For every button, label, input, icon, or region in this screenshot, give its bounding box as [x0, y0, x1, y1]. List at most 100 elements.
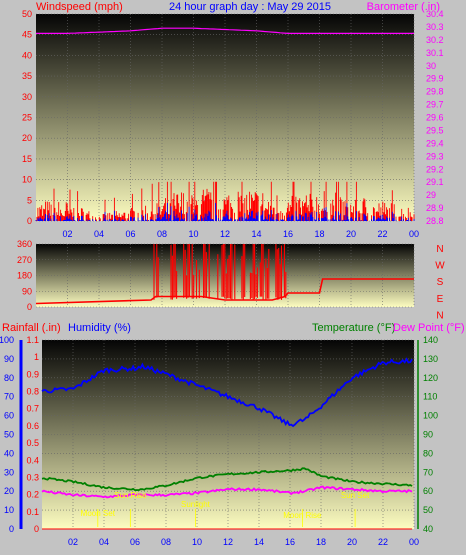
- wind-y-tick-label: 15: [22, 154, 32, 164]
- rain-y-tick-label: 0.7: [26, 404, 39, 414]
- rain-y-tick-label: 0.8: [26, 387, 39, 397]
- barometer-y-tick-label: 29.8: [426, 87, 444, 97]
- wind-x-tick-label: 20: [346, 229, 356, 239]
- chart-title: 24 hour graph day : May 29 2015: [169, 1, 331, 13]
- wind-y-tick-label: 20: [22, 133, 32, 143]
- weather-x-tick-label: 20: [347, 537, 357, 547]
- wind-x-tick-label: 10: [188, 229, 198, 239]
- rain-y-tick-label: 1.1: [26, 335, 39, 345]
- weather-x-tick-label: 08: [161, 537, 171, 547]
- barometer-y-tick-label: 29.9: [426, 74, 444, 84]
- wind-y-tick-label: 0: [27, 216, 32, 226]
- barometer-y-tick-label: 29.7: [426, 100, 444, 110]
- humidity-y-tick-label: 50: [4, 430, 14, 440]
- annotation-label: Sun Rise: [114, 491, 147, 500]
- humidity-y-tick-label: 30: [4, 467, 14, 477]
- humidity-y-tick-label: 60: [4, 411, 14, 421]
- rain-y-tick-label: 0.4: [26, 455, 39, 465]
- temperature-y-tick-label: 100: [423, 411, 438, 421]
- temperature-y-tick-label: 40: [423, 524, 433, 534]
- humidity-axis-label: Humidity (%): [68, 322, 131, 334]
- compass-label-s: S: [437, 277, 444, 288]
- weather-x-tick-label: 16: [285, 537, 295, 547]
- rain-y-tick-label: 0.3: [26, 472, 39, 482]
- windspeed-series: [36, 181, 415, 221]
- wind-axis-label: Windspeed (mph): [36, 1, 123, 13]
- barometer-y-tick-label: 29.4: [426, 138, 444, 148]
- weather-x-tick-label: 06: [130, 537, 140, 547]
- weather-x-tick-label: 12: [223, 537, 233, 547]
- barometer-y-tick-label: 30.4: [426, 9, 444, 19]
- temperature-series: [41, 467, 413, 492]
- humidity-y-tick-label: 100: [0, 335, 14, 345]
- barometer-y-tick-label: 29.1: [426, 177, 444, 187]
- humidity-y-tick-label: 20: [4, 486, 14, 496]
- barometer-y-tick-label: 29.5: [426, 125, 444, 135]
- annotation-label: Sunlight: [181, 500, 211, 509]
- wind-x-tick-label: 16: [283, 229, 293, 239]
- wind-y-tick-label: 25: [22, 113, 32, 123]
- barometer-y-tick-label: 30.2: [426, 35, 444, 45]
- direction-y-tick-label: 270: [17, 255, 32, 265]
- humidity-y-tick-label: 10: [4, 505, 14, 515]
- barometer-y-tick-label: 29.3: [426, 151, 444, 161]
- weather-x-tick-label: 00: [409, 537, 419, 547]
- barometer-series: [36, 27, 414, 34]
- annotation-label: Sun Set: [341, 491, 370, 500]
- wind-x-tick-label: 00: [409, 229, 419, 239]
- rain-y-tick-label: 1: [34, 352, 39, 362]
- weather-x-tick-label: 22: [378, 537, 388, 547]
- barometer-y-tick-label: 29.2: [426, 164, 444, 174]
- wind-y-tick-label: 5: [27, 195, 32, 205]
- wind-x-tick-label: 14: [251, 229, 261, 239]
- humidity-y-tick-label: 90: [4, 354, 14, 364]
- weather-panel: 010203040506070809010000.10.20.30.40.50.…: [0, 335, 438, 547]
- rain-y-tick-label: 0.9: [26, 369, 39, 379]
- windspeed-avg-series: [35, 202, 415, 221]
- weather-x-tick-label: 14: [254, 537, 264, 547]
- annotation-label: Moon Rise: [283, 511, 322, 520]
- wind-y-tick-label: 30: [22, 92, 32, 102]
- direction-y-tick-label: 360: [17, 239, 32, 249]
- wind-x-tick-label: 18: [314, 229, 324, 239]
- compass-label-n: N: [436, 244, 443, 255]
- temperature-y-tick-label: 140: [423, 335, 438, 345]
- wind-x-tick-label: 02: [62, 229, 72, 239]
- compass-label-w: W: [435, 261, 445, 272]
- wind-x-tick-label: 08: [157, 229, 167, 239]
- direction-y-tick-label: 90: [22, 286, 32, 296]
- humidity-y-tick-label: 80: [4, 373, 14, 383]
- temperature-y-tick-label: 130: [423, 354, 438, 364]
- annotation-label: Moon Set: [81, 509, 116, 518]
- temperature-y-tick-label: 120: [423, 373, 438, 383]
- dewpoint-series: [41, 485, 413, 499]
- barometer-y-tick-label: 30.1: [426, 48, 444, 58]
- wind-y-tick-label: 35: [22, 71, 32, 81]
- barometer-y-tick-label: 28.8: [426, 216, 444, 226]
- compass-label-e: E: [437, 294, 444, 305]
- wind-y-tick-label: 50: [22, 9, 32, 19]
- wind-direction-bursts: [153, 244, 287, 300]
- temperature-y-tick-label: 70: [423, 467, 433, 477]
- humidity-y-tick-label: 0: [9, 524, 14, 534]
- barometer-y-tick-label: 29.6: [426, 113, 444, 123]
- barometer-y-tick-label: 28.9: [426, 203, 444, 213]
- weather-x-tick-label: 02: [68, 537, 78, 547]
- barometer-y-tick-label: 29: [426, 190, 436, 200]
- wind-x-tick-label: 12: [220, 229, 230, 239]
- temperature-y-tick-label: 60: [423, 486, 433, 496]
- temperature-y-tick-label: 90: [423, 430, 433, 440]
- temperature-y-tick-label: 110: [423, 392, 437, 402]
- direction-y-tick-label: 180: [17, 271, 32, 281]
- humidity-series: [41, 357, 413, 428]
- wind-barometer-panel: 0 5 10 15 20 25 30 35 40 45 50 28.8 28.9 29 29.1 29.2 29…: [22, 9, 444, 239]
- barometer-y-tick-label: 30: [426, 61, 436, 71]
- barometer-axis-label: Barometer (.in): [367, 1, 440, 13]
- rain-y-tick-label: 0.2: [26, 490, 39, 500]
- weather-x-tick-label: 18: [316, 537, 326, 547]
- barometer-y-tick-label: 30.3: [426, 22, 444, 32]
- wind-x-tick-label: 22: [377, 229, 387, 239]
- wind-y-tick-label: 45: [22, 30, 32, 40]
